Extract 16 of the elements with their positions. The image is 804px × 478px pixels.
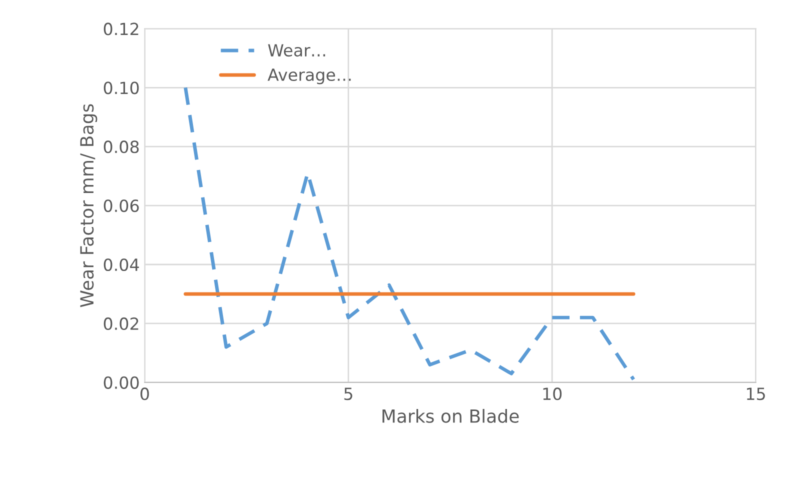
x-tick-label: 10: [543, 388, 562, 400]
y-tick-label: 0.02: [104, 317, 138, 330]
y-tick-label: 0.08: [104, 140, 139, 154]
line-series: [184, 86, 636, 382]
y-tick-label: 0.04: [104, 258, 139, 272]
x-tick-label: 15: [746, 388, 765, 400]
y-tick-label: 0.10: [104, 82, 139, 94]
y-tick-label: 0.00: [104, 376, 139, 389]
x-tick-label: 5: [344, 388, 352, 400]
x-axis-title: Marks on Blade: [382, 408, 519, 423]
x-tick-label: 0: [140, 388, 149, 400]
y-tick-label: 0.06: [104, 200, 139, 212]
legend-label: Average…: [268, 68, 351, 84]
y-axis-title: Wear Factor mm/ Bags: [80, 104, 98, 308]
legend-label: Wear…: [268, 44, 326, 57]
y-tick-label: 0.12: [104, 22, 138, 36]
